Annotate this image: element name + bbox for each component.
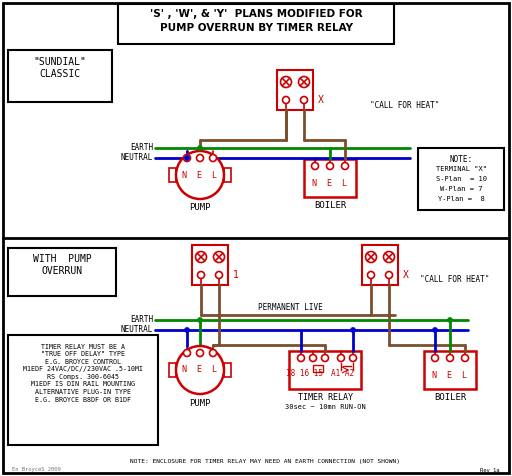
Circle shape — [197, 349, 203, 357]
Text: N  E  L: N E L — [182, 366, 218, 375]
Text: EARTH: EARTH — [130, 143, 153, 152]
Circle shape — [301, 97, 308, 103]
Circle shape — [366, 251, 376, 262]
Circle shape — [337, 355, 345, 361]
Circle shape — [297, 355, 305, 361]
Circle shape — [198, 271, 204, 278]
Bar — [313, 365, 323, 372]
Text: N  E  L: N E L — [433, 370, 467, 379]
Bar — [418, 148, 504, 210]
Bar — [224, 168, 231, 182]
Circle shape — [368, 271, 374, 278]
Text: W-Plan = 7: W-Plan = 7 — [440, 186, 482, 192]
Text: TIMER RELAY: TIMER RELAY — [297, 394, 352, 403]
Text: PUMP: PUMP — [189, 398, 211, 407]
Text: EARTH: EARTH — [130, 316, 153, 325]
Circle shape — [216, 271, 223, 278]
Text: 30sec ~ 10mn RUN-ON: 30sec ~ 10mn RUN-ON — [285, 404, 366, 410]
Circle shape — [461, 355, 468, 361]
Text: WITH  PUMP
OVERRUN: WITH PUMP OVERRUN — [33, 254, 91, 276]
Circle shape — [209, 349, 217, 357]
Text: PUMP: PUMP — [189, 204, 211, 212]
Circle shape — [209, 155, 217, 161]
Text: PERMANENT LIVE: PERMANENT LIVE — [258, 304, 323, 313]
Bar — [192, 245, 228, 285]
Circle shape — [198, 317, 203, 323]
Circle shape — [196, 251, 206, 262]
Circle shape — [350, 355, 356, 361]
Circle shape — [432, 355, 438, 361]
Bar — [289, 351, 361, 389]
Circle shape — [311, 162, 318, 169]
Bar — [277, 70, 313, 110]
Text: Y-Plan =  8: Y-Plan = 8 — [438, 196, 484, 202]
Text: A1 A2: A1 A2 — [331, 368, 355, 377]
Bar — [362, 245, 398, 285]
Circle shape — [184, 327, 189, 333]
Circle shape — [351, 327, 355, 333]
Circle shape — [386, 271, 393, 278]
Text: X: X — [318, 95, 324, 105]
Circle shape — [309, 355, 316, 361]
Text: 1: 1 — [233, 270, 239, 280]
Text: N  E  L: N E L — [182, 170, 218, 179]
Bar — [224, 363, 231, 377]
Bar — [8, 248, 116, 296]
Circle shape — [322, 355, 329, 361]
Text: 'S' , 'W', & 'Y'  PLANS MODIFIED FOR: 'S' , 'W', & 'Y' PLANS MODIFIED FOR — [150, 9, 362, 19]
Text: X: X — [403, 270, 409, 280]
Circle shape — [447, 317, 453, 323]
Circle shape — [183, 349, 190, 357]
Circle shape — [383, 251, 395, 262]
Circle shape — [327, 162, 333, 169]
Circle shape — [183, 155, 190, 161]
Circle shape — [342, 162, 349, 169]
Text: TERMINAL "X": TERMINAL "X" — [436, 166, 486, 172]
Circle shape — [446, 355, 454, 361]
Circle shape — [176, 151, 224, 199]
Text: BOILER: BOILER — [314, 201, 346, 210]
Circle shape — [176, 346, 224, 394]
Text: PUMP OVERRUN BY TIMER RELAY: PUMP OVERRUN BY TIMER RELAY — [160, 23, 352, 33]
Bar — [304, 159, 356, 197]
Text: BOILER: BOILER — [434, 394, 466, 403]
Text: N  E  L: N E L — [312, 178, 348, 188]
Text: NOTE: ENCLOSURE FOR TIMER RELAY MAY NEED AN EARTH CONNECTION (NOT SHOWN): NOTE: ENCLOSURE FOR TIMER RELAY MAY NEED… — [130, 459, 400, 465]
Bar — [424, 351, 476, 389]
Bar — [8, 50, 112, 102]
Circle shape — [281, 77, 291, 88]
Text: TIMER RELAY MUST BE A
"TRUE OFF DELAY" TYPE
E.G. BROYCE CONTROL
M1EDF 24VAC/DC//: TIMER RELAY MUST BE A "TRUE OFF DELAY" T… — [23, 344, 143, 403]
Circle shape — [198, 146, 203, 150]
Text: NOTE:: NOTE: — [450, 155, 473, 163]
Circle shape — [283, 97, 289, 103]
Text: "CALL FOR HEAT": "CALL FOR HEAT" — [370, 100, 439, 109]
Bar — [169, 363, 176, 377]
Circle shape — [214, 251, 224, 262]
Text: S-Plan  = 10: S-Plan = 10 — [436, 176, 486, 182]
Text: "SUNDIAL"
CLASSIC: "SUNDIAL" CLASSIC — [34, 57, 87, 79]
Circle shape — [433, 327, 437, 333]
Bar — [118, 4, 394, 44]
Bar — [8, 335, 158, 445]
Bar — [169, 168, 176, 182]
Text: NEUTRAL: NEUTRAL — [121, 326, 153, 335]
Circle shape — [298, 77, 309, 88]
Text: 18 16 15: 18 16 15 — [287, 368, 324, 377]
Text: NEUTRAL: NEUTRAL — [121, 153, 153, 162]
Text: Rev 1a: Rev 1a — [480, 467, 500, 473]
Circle shape — [197, 155, 203, 161]
Text: En BroyceS 2009: En BroyceS 2009 — [12, 467, 61, 473]
Circle shape — [184, 156, 189, 160]
Text: "CALL FOR HEAT": "CALL FOR HEAT" — [420, 276, 489, 285]
